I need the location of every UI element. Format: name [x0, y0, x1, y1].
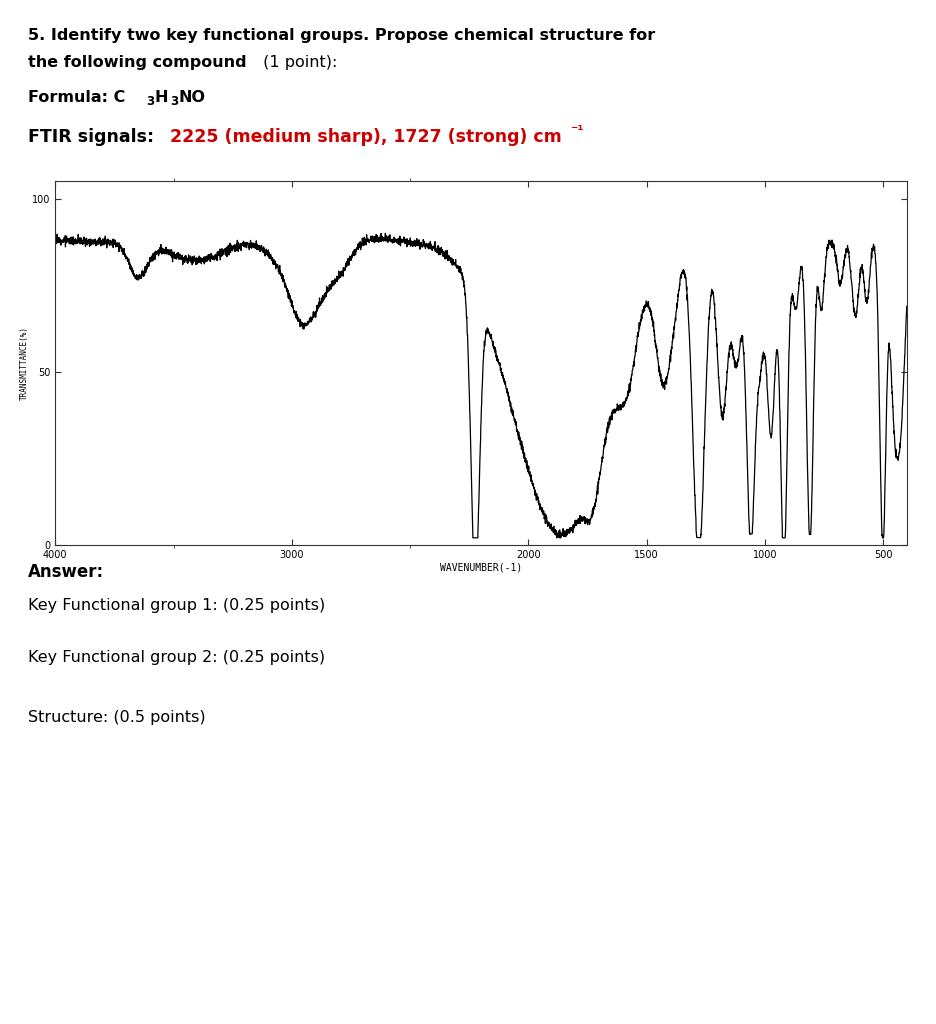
Text: ⁻¹: ⁻¹	[570, 124, 583, 138]
Text: (1 point):: (1 point):	[258, 55, 337, 70]
Text: 2225 (medium sharp), 1727 (strong) cm: 2225 (medium sharp), 1727 (strong) cm	[170, 128, 562, 146]
Text: H: H	[154, 90, 168, 105]
Text: the following compound: the following compound	[28, 55, 246, 70]
Text: 3: 3	[146, 95, 154, 108]
X-axis label: WAVENUMBER(-1): WAVENUMBER(-1)	[440, 562, 522, 572]
Text: NO: NO	[178, 90, 205, 105]
Y-axis label: TRANSMITTANCE(%): TRANSMITTANCE(%)	[21, 326, 29, 400]
Text: 5. Identify two key functional groups. Propose chemical structure for: 5. Identify two key functional groups. P…	[28, 28, 655, 43]
Text: Answer:: Answer:	[28, 563, 104, 581]
Text: 3: 3	[170, 95, 178, 108]
Text: Formula: C: Formula: C	[28, 90, 125, 105]
Text: Key Functional group 2: (0.25 points): Key Functional group 2: (0.25 points)	[28, 650, 325, 665]
Text: Key Functional group 1: (0.25 points): Key Functional group 1: (0.25 points)	[28, 598, 325, 613]
Text: Structure: (0.5 points): Structure: (0.5 points)	[28, 710, 206, 725]
Text: FTIR signals:: FTIR signals:	[28, 128, 160, 146]
